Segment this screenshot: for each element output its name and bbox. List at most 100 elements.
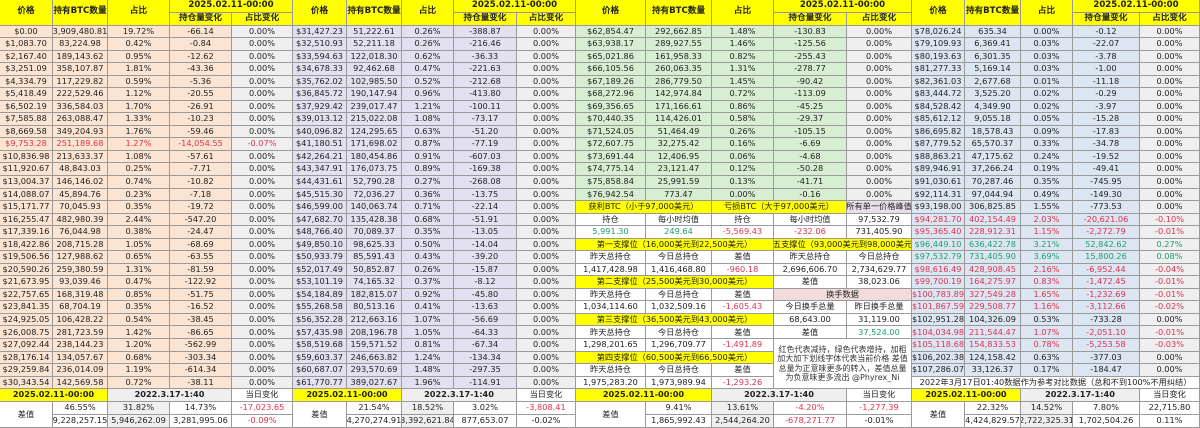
profit-btc-label[interactable]: 获利BTC（小于97,000美元） — [576, 201, 712, 214]
table-cell-btc-qty[interactable]: 68,704.19 — [53, 301, 108, 314]
table-cell-share-pct[interactable]: 0.00% — [1021, 25, 1073, 39]
footer-date-now[interactable]: 2025.02.11-00:00 — [576, 389, 712, 403]
footer-diff-label[interactable]: 差值 — [576, 402, 646, 428]
table-cell-share-change[interactable]: 0.00% — [517, 351, 576, 365]
table-cell-share-pct[interactable]: 0.05% — [1021, 113, 1073, 126]
table-cell-share-change[interactable]: 0.00% — [517, 113, 576, 126]
table-cell-btc-qty[interactable]: 117,229.82 — [53, 75, 108, 89]
table-cell-share-pct[interactable]: 1.31% — [712, 63, 774, 76]
table-cell-share-change[interactable]: 0.00% — [847, 150, 912, 164]
table-cell-share-pct[interactable]: 0.91% — [402, 150, 454, 164]
table-cell-holding-change[interactable]: -16.52 — [170, 301, 232, 314]
peak-qty[interactable]: 731,405.90 — [847, 226, 912, 239]
diff-label[interactable]: 差值 — [712, 251, 774, 264]
table-cell-share-pct[interactable]: 0.35% — [108, 201, 170, 214]
table-cell-share-pct[interactable]: 0.47% — [108, 276, 170, 289]
table-cell-price[interactable]: $85,612.12 — [912, 113, 965, 126]
table-cell-share-change[interactable]: 0.00% — [517, 213, 576, 227]
table-cell-share-pct[interactable]: 0.35% — [402, 226, 454, 239]
table-cell-price[interactable]: $28,176.14 — [0, 351, 53, 365]
turnover-diff-label[interactable]: 差值 — [774, 326, 847, 339]
table-cell-share-pct[interactable]: 0.25% — [108, 163, 170, 176]
table-cell-btc-qty[interactable]: 263,088.47 — [53, 113, 108, 126]
table-cell-holding-change[interactable]: -10.82 — [170, 175, 232, 189]
table-cell-btc-qty[interactable]: 428,908.45 — [965, 263, 1021, 277]
table-cell-share-change[interactable]: 0.00% — [517, 276, 576, 289]
table-cell-price[interactable]: $57,435.98 — [293, 326, 347, 339]
table-cell-share-pct[interactable]: 1.07% — [1021, 326, 1073, 339]
header-share-change[interactable]: 占比变化 — [847, 12, 912, 26]
table-cell-btc-qty[interactable]: 70,287.46 — [965, 175, 1021, 189]
footer-date-ref[interactable]: 2022.3.17-1:40 — [402, 389, 517, 403]
table-cell-holding-change[interactable]: -614.34 — [170, 364, 232, 377]
table-cell-share-pct[interactable]: 1.46% — [712, 38, 774, 51]
table-cell-holding-change[interactable]: -68.69 — [170, 238, 232, 252]
table-cell-holding-change[interactable]: -13.63 — [454, 301, 517, 314]
table-cell-share-change[interactable]: 0.00% — [517, 50, 576, 64]
table-cell-share-change[interactable]: 0.00% — [1140, 113, 1200, 126]
support-1-yesterday[interactable]: 1,417,428.98 — [576, 263, 646, 277]
table-cell-share-change[interactable]: 0.00% — [517, 251, 576, 264]
table-cell-share-pct[interactable]: 0.68% — [108, 351, 170, 365]
table-cell-btc-qty[interactable]: 182,815.07 — [347, 288, 402, 302]
table-cell-share-pct[interactable]: 1.05% — [402, 326, 454, 339]
support-3-today[interactable]: 1,296,709.77 — [646, 339, 712, 352]
table-cell-share-change[interactable]: 0.00% — [232, 364, 293, 377]
table-cell-holding-change[interactable]: -1,472.45 — [1073, 276, 1140, 289]
table-cell-holding-change[interactable]: -38.45 — [170, 313, 232, 327]
table-cell-holding-change[interactable]: -64.33 — [454, 326, 517, 339]
table-cell-holding-change[interactable]: -7.18 — [170, 188, 232, 202]
table-cell-btc-qty[interactable]: 211,544.47 — [965, 326, 1021, 339]
header-price[interactable]: 价格 — [0, 0, 53, 26]
table-cell-share-change[interactable]: 0.27% — [1140, 238, 1200, 252]
footer-pct-now[interactable]: 46.55% — [53, 402, 108, 416]
table-cell-share-change[interactable]: 0.00% — [1140, 351, 1200, 365]
header-share-pct[interactable]: 占比 — [402, 0, 454, 26]
header-share-change[interactable]: 占比变化 — [517, 12, 576, 26]
table-cell-btc-qty[interactable]: 3,525.20 — [965, 88, 1021, 101]
table-cell-share-change[interactable]: 0.00% — [1140, 38, 1200, 51]
table-cell-btc-qty[interactable]: 4,349.90 — [965, 100, 1021, 114]
table-cell-holding-change[interactable]: -169.38 — [454, 163, 517, 176]
header-share-pct[interactable]: 占比 — [712, 0, 774, 26]
table-cell-holding-change[interactable]: -100.11 — [454, 100, 517, 114]
table-cell-share-pct[interactable]: 0.26% — [402, 38, 454, 51]
table-cell-share-change[interactable]: 0.00% — [232, 25, 293, 39]
table-cell-share-change[interactable]: 0.00% — [517, 138, 576, 151]
table-cell-price[interactable]: $67,189.26 — [576, 75, 646, 89]
table-cell-price[interactable]: $79,109.93 — [912, 38, 965, 51]
table-cell-share-change[interactable]: 0.00% — [232, 125, 293, 139]
table-cell-btc-qty[interactable]: 402,154.49 — [965, 213, 1021, 227]
table-cell-share-pct[interactable]: 0.16% — [712, 138, 774, 151]
table-cell-share-change[interactable]: -0.01% — [1140, 226, 1200, 239]
table-cell-holding-change[interactable]: -59.46 — [170, 125, 232, 139]
table-cell-share-pct[interactable]: 0.72% — [712, 88, 774, 101]
table-cell-share-change[interactable]: 0.00% — [232, 150, 293, 164]
table-cell-btc-qty[interactable]: 306,825.85 — [965, 201, 1021, 214]
table-cell-share-pct[interactable]: 0.96% — [402, 88, 454, 101]
table-cell-btc-qty[interactable]: 176,073.75 — [347, 163, 402, 176]
table-cell-share-pct[interactable]: 0.86% — [712, 100, 774, 114]
table-cell-share-pct[interactable]: 0.26% — [402, 25, 454, 39]
table-cell-share-change[interactable]: 0.00% — [517, 339, 576, 352]
table-cell-share-pct[interactable]: 0.59% — [108, 75, 170, 89]
footer-qty-ref[interactable]: 2,544,264.20 — [712, 415, 774, 428]
table-cell-holding-change[interactable]: -43.36 — [170, 63, 232, 76]
table-cell-share-change[interactable]: 0.00% — [232, 288, 293, 302]
table-cell-btc-qty[interactable]: 45,894.76 — [53, 188, 108, 202]
table-cell-price[interactable]: $107,286.07 — [912, 364, 965, 377]
table-cell-holding-change[interactable]: -3,112.66 — [1073, 301, 1140, 314]
header-price[interactable]: 价格 — [576, 0, 646, 26]
table-cell-share-change[interactable]: 0.00% — [1140, 75, 1200, 89]
table-cell-btc-qty[interactable]: 171,166.61 — [646, 100, 712, 114]
table-cell-holding-change[interactable]: -20,621.06 — [1073, 213, 1140, 227]
table-cell-price[interactable]: $94,281.70 — [912, 213, 965, 227]
support-4-diff[interactable]: -1,293.26 — [712, 376, 774, 390]
table-cell-btc-qty[interactable]: 389,027.67 — [347, 376, 402, 390]
today-total-label[interactable]: 今日总持仓 — [646, 251, 712, 264]
footer-pct-now[interactable]: 9.41% — [646, 402, 712, 416]
table-cell-share-pct[interactable]: 0.62% — [402, 50, 454, 64]
table-cell-share-pct[interactable]: 1.55% — [1021, 201, 1073, 214]
table-cell-price[interactable]: $34,678.33 — [293, 63, 347, 76]
table-cell-share-change[interactable]: 0.00% — [517, 238, 576, 252]
